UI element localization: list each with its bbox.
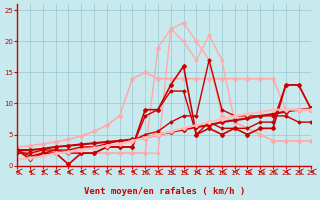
X-axis label: Vent moyen/en rafales ( km/h ): Vent moyen/en rafales ( km/h ) (84, 187, 245, 196)
